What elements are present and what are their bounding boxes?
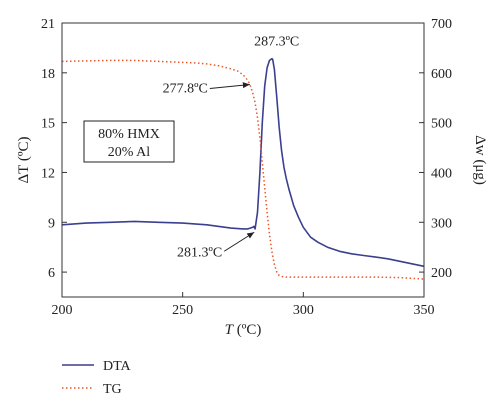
x-tick-label: 250 [172, 303, 193, 318]
y-left-tick-label: 9 [48, 216, 55, 231]
legend-label-tg: TG [103, 382, 122, 397]
ticks-layer: 200 250 300 350 6 9 12 15 18 21 200 300 400 500 600 700 [41, 17, 452, 318]
y-axis-right-label: Δw (μg) [472, 135, 488, 185]
x-tick-label: 200 [52, 303, 73, 318]
y-right-tick-label: 600 [431, 67, 452, 82]
y-right-tick-label: 200 [431, 266, 452, 281]
y-left-tick-label: 6 [48, 266, 55, 281]
annotation-dta-onset-arrow [223, 231, 255, 252]
x-tick-label: 350 [414, 303, 435, 318]
y-axis-left-label-var: ΔT [16, 165, 32, 184]
y-axis-left-label-unit: (ºC) [16, 137, 32, 165]
legend-label-dta: DTA [103, 359, 132, 374]
y-right-tick-label: 400 [431, 166, 452, 181]
y-left-tick-label: 18 [41, 67, 55, 82]
y-left-tick-label: 12 [41, 166, 55, 181]
annotation-layer: 287.3ºC 277.8ºC 281.3ºC [163, 35, 300, 261]
y-right-tick-label: 700 [431, 17, 452, 32]
legend: DTA TG [62, 359, 132, 397]
x-axis-label-var: T [225, 322, 235, 338]
composition-box-frame [83, 120, 175, 163]
y-left-tick-label: 15 [41, 117, 55, 132]
series-layer [61, 57, 425, 280]
y-right-tick-label: 500 [431, 117, 452, 132]
series-dta-line [61, 57, 425, 268]
y-axis-right-label-unit: (μg) [472, 156, 488, 185]
composition-line-al: 20% Al [108, 145, 151, 160]
composition-box: 80% HMX 20% Al [83, 120, 175, 163]
y-right-tick-label: 300 [431, 216, 452, 231]
plot-frame [61, 22, 425, 298]
y-axis-right-label-var: Δw [472, 135, 488, 156]
composition-line-hmx: 80% HMX [98, 127, 160, 142]
series-tg-line [61, 59, 425, 280]
annotation-tg-onset-arrow [209, 82, 250, 89]
x-axis-label: T (ºC) [225, 322, 262, 338]
x-tick-label: 300 [293, 303, 314, 318]
annotation-peak-label: 287.3ºC [254, 35, 299, 50]
annotation-dta-onset-label: 281.3ºC [177, 245, 222, 260]
y-left-tick-label: 21 [41, 17, 55, 32]
annotation-tg-onset-label: 277.8ºC [163, 81, 208, 96]
y-axis-left-label: ΔT (ºC) [16, 137, 32, 184]
x-axis-label-unit: (ºC) [233, 322, 261, 338]
